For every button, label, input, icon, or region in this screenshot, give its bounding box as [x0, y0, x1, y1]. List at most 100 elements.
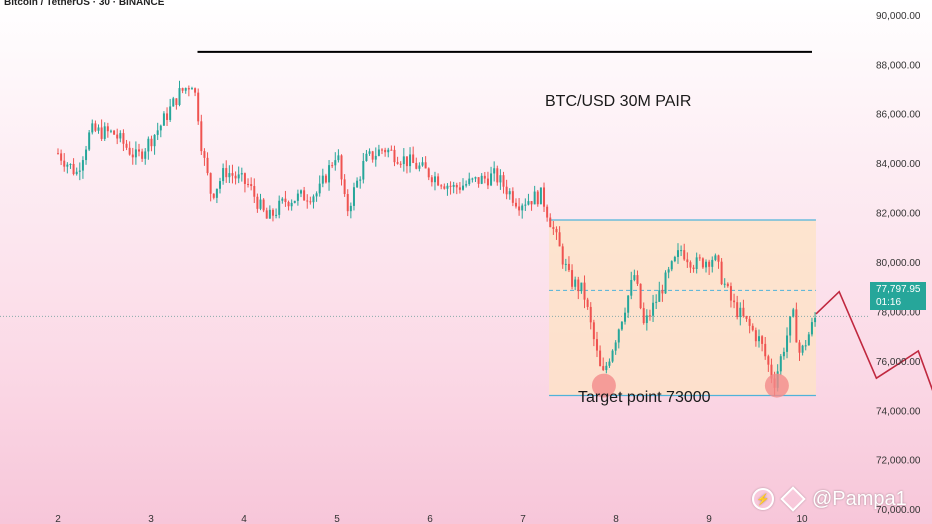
x-tick-label: 5: [334, 514, 340, 524]
candle-body: [490, 173, 493, 186]
candle-body: [524, 204, 527, 206]
candle-body: [798, 342, 801, 353]
candle-body: [804, 345, 807, 347]
candle-body: [119, 133, 122, 139]
candle-body: [390, 149, 393, 151]
candle-body: [558, 232, 561, 247]
candle-body: [695, 257, 698, 269]
candle-body: [440, 185, 443, 187]
candle-body: [446, 185, 449, 189]
candle-body: [259, 199, 262, 209]
candle-body: [134, 149, 137, 158]
candle-body: [723, 283, 726, 285]
y-tick-label: 86,000.00: [876, 110, 921, 121]
candle-body: [742, 307, 745, 317]
candle-body: [452, 184, 455, 187]
candle-body: [552, 227, 555, 229]
candle-body: [455, 184, 458, 188]
candle-body: [159, 125, 162, 131]
candle-body: [614, 342, 617, 351]
candle-body: [393, 149, 396, 163]
candle-body: [433, 176, 436, 183]
current-price-value: 77,797.95: [876, 284, 921, 295]
candle-body: [493, 168, 496, 174]
candle-body: [564, 263, 567, 265]
candle-body: [328, 165, 331, 183]
y-tick-label: 70,000.00: [876, 505, 921, 516]
candle-body: [69, 163, 72, 165]
candle-body: [673, 256, 676, 262]
candle-body: [502, 175, 505, 187]
y-tick-label: 80,000.00: [876, 258, 921, 269]
candle-body: [779, 356, 782, 372]
candle-body: [630, 280, 633, 296]
candle-body: [733, 300, 736, 303]
candle-body: [100, 127, 103, 139]
candle-body: [172, 98, 175, 107]
candle-body: [190, 88, 193, 90]
candle-body: [807, 334, 810, 346]
candle-body: [458, 187, 461, 190]
candle-body: [281, 198, 284, 201]
candle-body: [521, 205, 524, 211]
x-axis[interactable]: 2 3 4 5 6 7 8 9 10: [55, 514, 808, 524]
candle-body: [318, 183, 321, 194]
candle-body: [720, 261, 723, 285]
candle-body: [334, 160, 337, 166]
candle-body: [262, 199, 265, 211]
candle-body: [284, 198, 287, 202]
y-tick-label: 72,000.00: [876, 456, 921, 467]
candle-body: [427, 168, 430, 178]
candle-body: [698, 257, 701, 259]
candle-body: [181, 88, 184, 91]
x-tick-label: 2: [55, 514, 61, 524]
candle-body: [405, 156, 408, 167]
candle-body: [592, 322, 595, 340]
candle-body: [203, 151, 206, 158]
candle-body: [586, 299, 589, 307]
candle-body: [240, 173, 243, 175]
candle-body: [287, 201, 290, 207]
candle-body: [514, 202, 517, 207]
candle-body: [708, 261, 711, 267]
candle-body: [349, 205, 352, 212]
x-tick-label: 10: [796, 514, 808, 524]
candle-body: [683, 250, 686, 260]
candle-body: [356, 180, 359, 188]
candle-body: [343, 179, 346, 195]
candle-body: [714, 255, 717, 260]
candle-body: [589, 306, 592, 323]
x-tick-label: 6: [427, 514, 433, 524]
candle-body: [496, 168, 499, 183]
candle-body: [147, 138, 150, 152]
candle-body: [144, 151, 147, 159]
candle-body: [293, 200, 296, 203]
candle-body: [789, 316, 792, 336]
candle-body: [113, 130, 116, 135]
candle-body: [309, 201, 312, 203]
candle-body: [764, 343, 767, 357]
candle-body: [215, 188, 218, 198]
symbol-header[interactable]: Bitcoin / TetherUS · 30 · BINANCE: [4, 0, 165, 8]
candle-body: [533, 191, 536, 205]
candle-body: [795, 309, 798, 343]
x-tick-label: 7: [520, 514, 526, 524]
candle-body: [387, 149, 390, 153]
binance-diamond-icon: [780, 486, 806, 512]
y-axis[interactable]: 90,000.00 88,000.00 86,000.00 84,000.00 82,0…: [876, 11, 921, 516]
candle-body: [627, 295, 630, 313]
candle-body: [122, 133, 125, 144]
candle-body: [754, 330, 757, 342]
candle-body: [324, 175, 327, 183]
candle-body: [175, 98, 178, 105]
candle-body: [237, 174, 240, 179]
candle-body: [399, 163, 402, 165]
y-tick-label: 78,000.00: [876, 307, 921, 318]
candle-body: [661, 290, 664, 294]
candle-body: [549, 217, 552, 228]
candle-body: [178, 88, 181, 105]
candle-body: [527, 201, 530, 205]
candle-body: [271, 209, 274, 216]
candle-body: [212, 193, 215, 198]
